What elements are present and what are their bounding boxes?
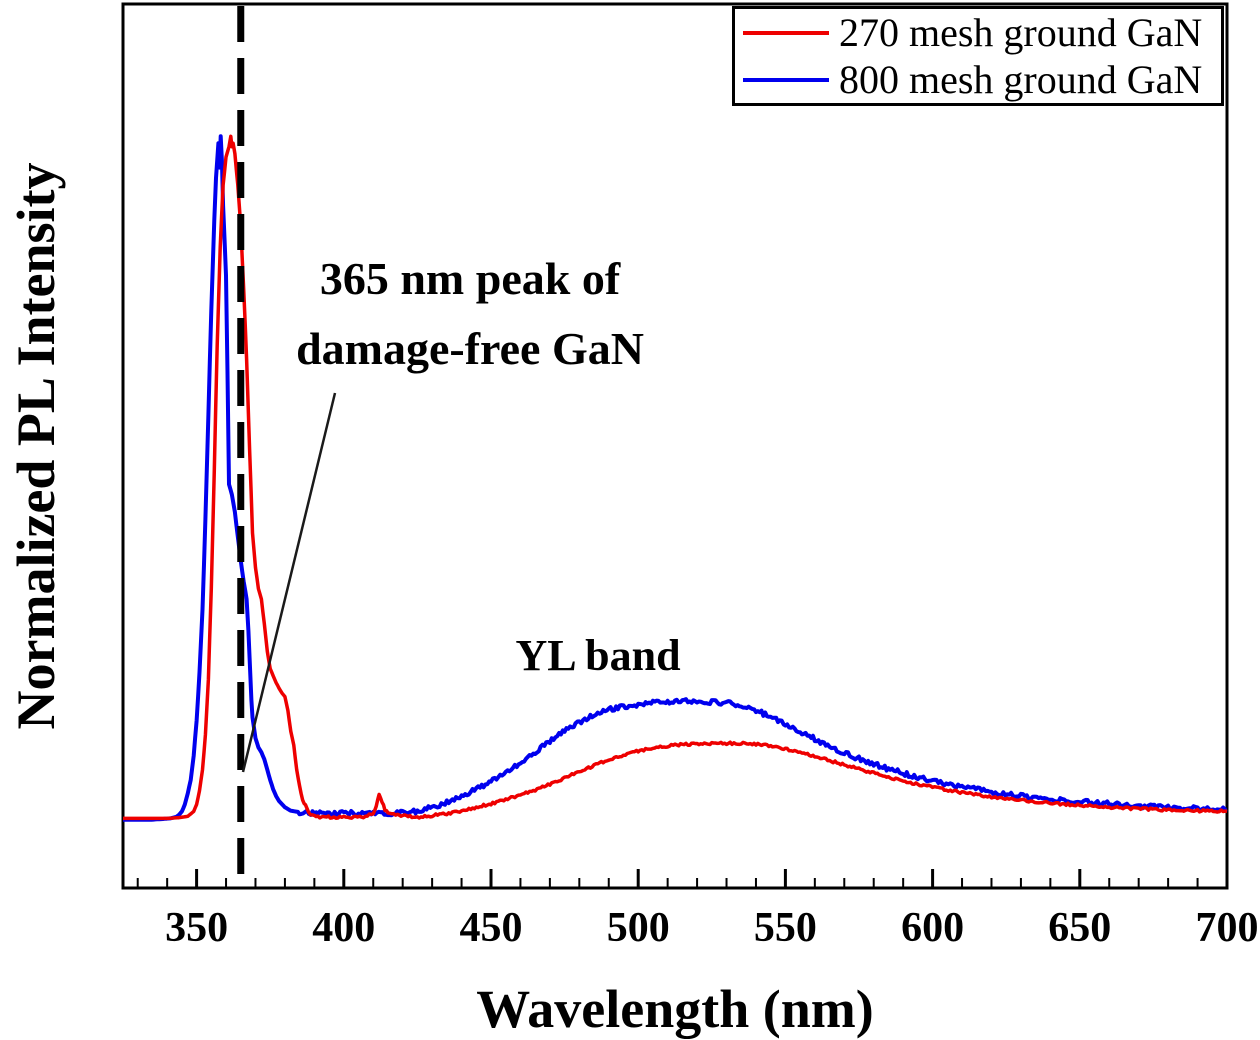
x-tick-label: 600: [901, 905, 965, 951]
x-tick-label: 700: [1195, 905, 1259, 951]
peak-annotation: 365 nm peak of damage-free GaN: [296, 244, 644, 384]
legend-entry-800-mesh: 800 mesh ground GaN: [735, 57, 1221, 103]
series-line-800-mesh: [122, 134, 1228, 822]
peak-annotation-line2: damage-free GaN: [296, 323, 644, 374]
legend-label-800-mesh: 800 mesh ground GaN: [839, 57, 1203, 102]
x-axis-label: Wavelength (nm): [476, 979, 874, 1039]
plot-border: [121, 2, 1229, 890]
yl-band-label: YL band: [515, 631, 681, 680]
legend-entry-270-mesh: 270 mesh ground GaN: [735, 10, 1221, 56]
series-line-270-mesh: [123, 134, 1228, 821]
annotation-pointer-line: [241, 392, 337, 773]
x-tick-label: 400: [312, 905, 376, 951]
y-axis-label: Normalized PL Intensity: [6, 162, 66, 730]
legend: 270 mesh ground GaN 800 mesh ground GaN: [732, 6, 1224, 106]
x-tick-label: 500: [606, 905, 670, 951]
x-tick-label: 450: [459, 905, 523, 951]
legend-label-270-mesh: 270 mesh ground GaN: [839, 10, 1203, 55]
x-tick-label: 350: [165, 905, 229, 951]
x-tick-label: 550: [753, 905, 817, 951]
peak-annotation-line1: 365 nm peak of: [319, 253, 621, 304]
legend-line-sample-red: [743, 30, 829, 35]
x-tick-label: 650: [1048, 905, 1112, 951]
legend-line-sample-blue: [743, 77, 829, 82]
